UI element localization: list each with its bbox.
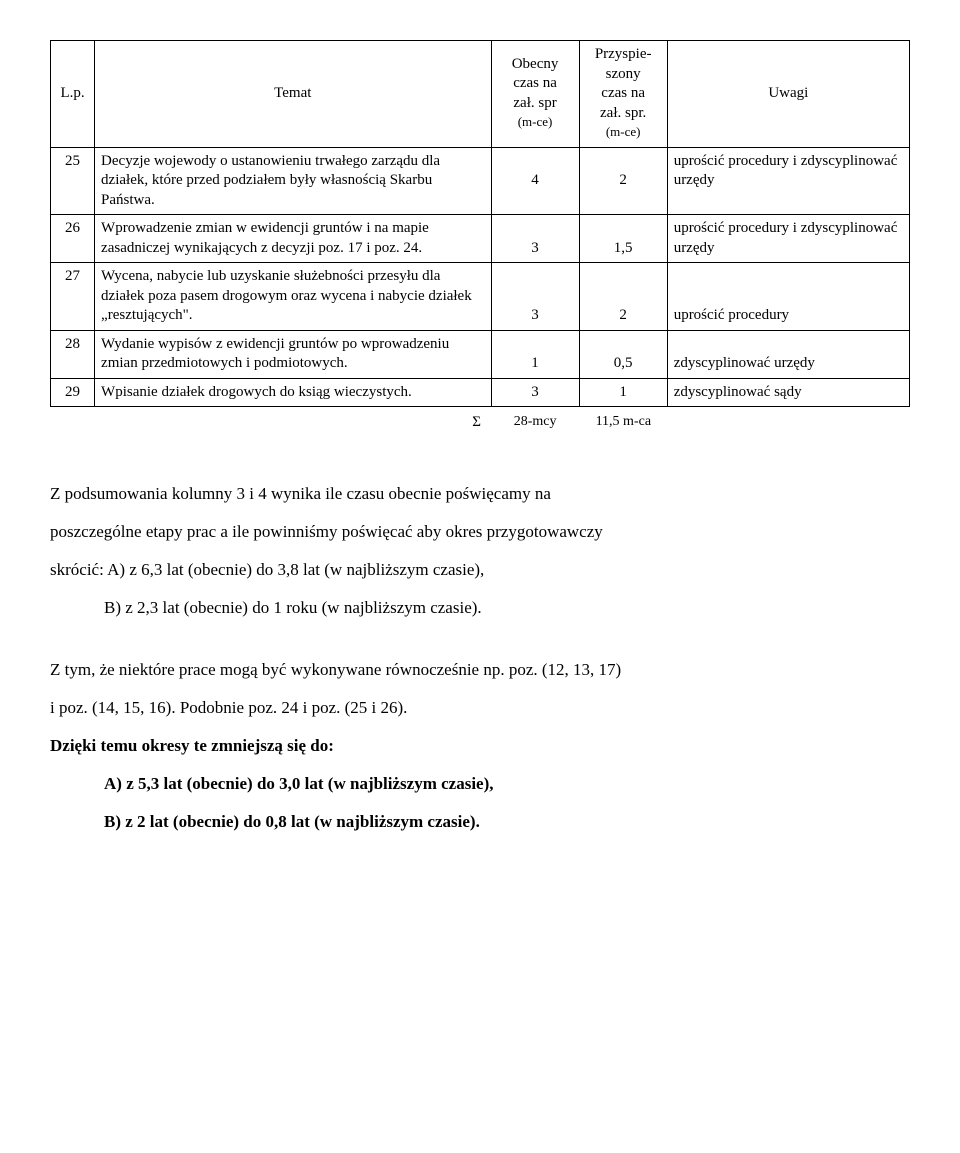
hdr-col4-l3: czas na xyxy=(601,85,645,101)
cell-lp: 28 xyxy=(51,330,95,378)
cell-c4: 2 xyxy=(579,147,667,215)
hdr-col3: Obecny czas na zał. spr (m-ce) xyxy=(491,41,579,148)
hdr-col3-l2: czas na xyxy=(513,75,557,91)
table-row: 25 Decyzje wojewody o ustanowieniu trwał… xyxy=(51,147,910,215)
hdr-col4-l1: Przyspie- xyxy=(595,46,652,62)
cell-lp: 29 xyxy=(51,378,95,407)
para-2-line-1: Z tym, że niektóre prace mogą być wykony… xyxy=(50,653,910,687)
cell-c3: 3 xyxy=(491,215,579,263)
cell-c3: 1 xyxy=(491,330,579,378)
hdr-col4-l2: szony xyxy=(606,66,641,82)
cell-c3: 4 xyxy=(491,147,579,215)
cell-c4: 1 xyxy=(579,378,667,407)
cell-c3: 3 xyxy=(491,378,579,407)
cell-lp: 26 xyxy=(51,215,95,263)
table-row: 28 Wydanie wypisów z ewidencji gruntów p… xyxy=(51,330,910,378)
para-1-line-3: skrócić: A) z 6,3 lat (obecnie) do 3,8 l… xyxy=(50,553,910,587)
hdr-col3-l1: Obecny xyxy=(512,56,559,72)
table-header-row: L.p. Temat Obecny czas na zał. spr (m-ce… xyxy=(51,41,910,148)
cell-temat: Wprowadzenie zmian w ewidencji gruntów i… xyxy=(95,215,491,263)
hdr-temat: Temat xyxy=(95,41,491,148)
table-row: 26 Wprowadzenie zmian w ewidencji gruntó… xyxy=(51,215,910,263)
sigma-label: Σ xyxy=(94,409,491,437)
para-2-line-2: i poz. (14, 15, 16). Podobnie poz. 24 i … xyxy=(50,691,910,725)
body-text: Z podsumowania kolumny 3 i 4 wynika ile … xyxy=(50,477,910,839)
cell-lp: 27 xyxy=(51,263,95,331)
table-row: 27 Wycena, nabycie lub uzyskanie służebn… xyxy=(51,263,910,331)
hdr-uwagi: Uwagi xyxy=(667,41,909,148)
sum-row: Σ 28-mcy 11,5 m-ca xyxy=(50,409,910,437)
cell-temat: Decyzje wojewody o ustanowieniu trwałego… xyxy=(95,147,491,215)
para-1-line-4: B) z 2,3 lat (obecnie) do 1 roku (w najb… xyxy=(50,591,910,625)
cell-c4: 1,5 xyxy=(579,215,667,263)
cell-uwagi: zdyscyplinować sądy xyxy=(667,378,909,407)
hdr-col3-l4: (m-ce) xyxy=(518,114,553,129)
cell-lp: 25 xyxy=(51,147,95,215)
para-3-a: A) z 5,3 lat (obecnie) do 3,0 lat (w naj… xyxy=(50,767,910,801)
sum-c4: 11,5 m-ca xyxy=(579,409,667,437)
hdr-col3-l3: zał. spr xyxy=(513,95,556,111)
hdr-col4-l4: zał. spr. xyxy=(600,105,646,121)
hdr-col4-l5: (m-ce) xyxy=(606,124,641,139)
hdr-col4: Przyspie- szony czas na zał. spr. (m-ce) xyxy=(579,41,667,148)
cell-c4: 2 xyxy=(579,263,667,331)
cell-temat: Wydanie wypisów z ewidencji gruntów po w… xyxy=(95,330,491,378)
table-row: 29 Wpisanie działek drogowych do ksiąg w… xyxy=(51,378,910,407)
cell-c4: 0,5 xyxy=(579,330,667,378)
hdr-lp: L.p. xyxy=(51,41,95,148)
cell-c3: 3 xyxy=(491,263,579,331)
cell-uwagi: uprościć procedury xyxy=(667,263,909,331)
data-table: L.p. Temat Obecny czas na zał. spr (m-ce… xyxy=(50,40,910,407)
cell-uwagi: uprościć procedury i zdyscyplinować urzę… xyxy=(667,147,909,215)
sum-table: Σ 28-mcy 11,5 m-ca xyxy=(50,409,910,437)
cell-temat: Wycena, nabycie lub uzyskanie służebnośc… xyxy=(95,263,491,331)
sum-c3: 28-mcy xyxy=(491,409,579,437)
cell-uwagi: uprościć procedury i zdyscyplinować urzę… xyxy=(667,215,909,263)
para-1-line-2: poszczególne etapy prac a ile powinniśmy… xyxy=(50,515,910,549)
para-3-b: B) z 2 lat (obecnie) do 0,8 lat (w najbl… xyxy=(50,805,910,839)
cell-temat: Wpisanie działek drogowych do ksiąg wiec… xyxy=(95,378,491,407)
para-1-line-1: Z podsumowania kolumny 3 i 4 wynika ile … xyxy=(50,477,910,511)
para-3: Dzięki temu okresy te zmniejszą się do: xyxy=(50,729,910,763)
cell-uwagi: zdyscyplinować urzędy xyxy=(667,330,909,378)
